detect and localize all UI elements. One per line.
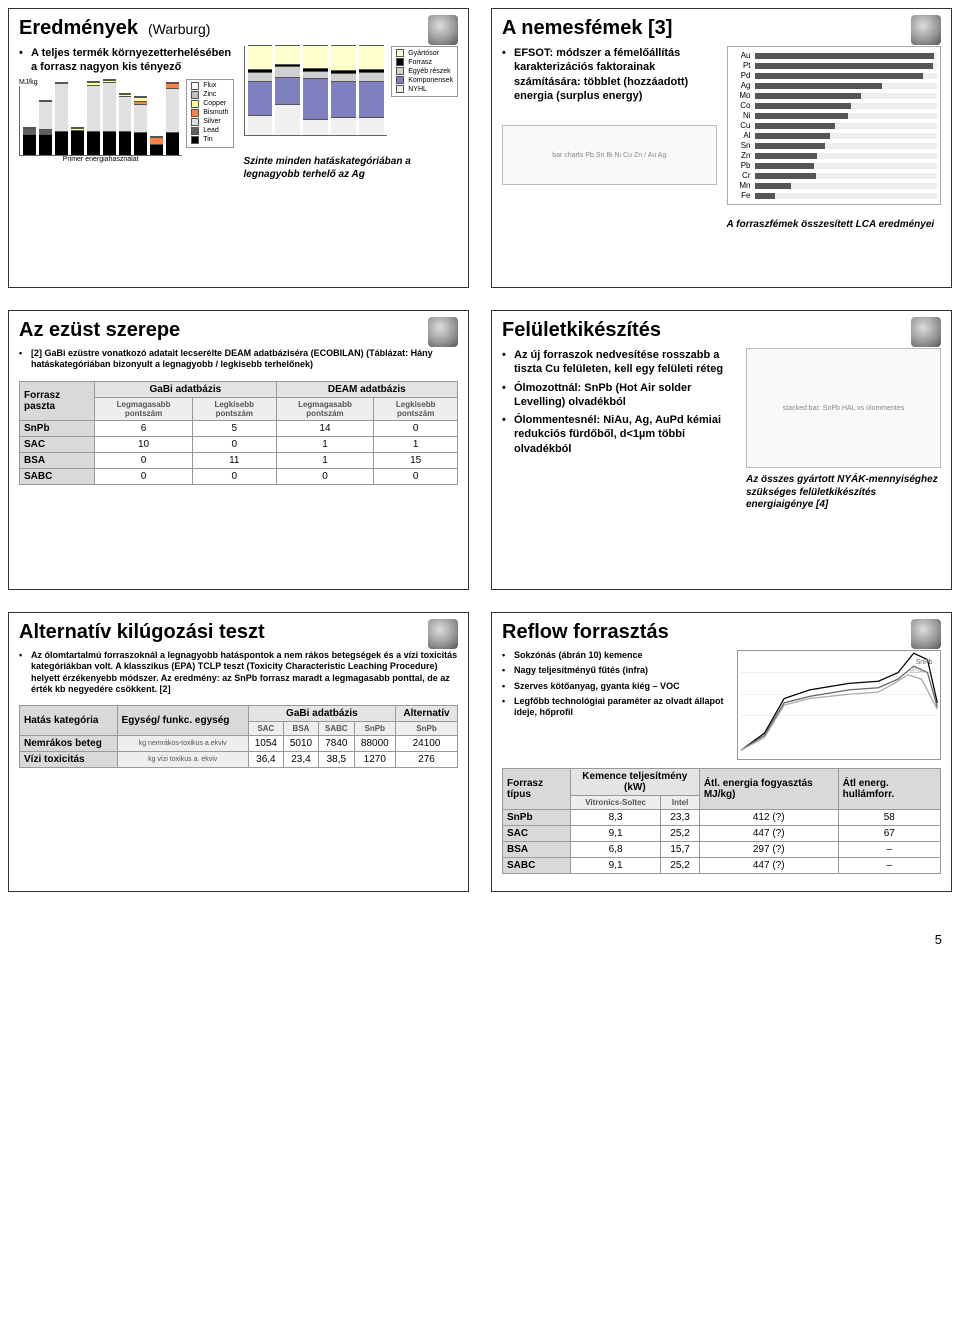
slide4-caption: Az összes gyártott NYÁK-mennyiséghez szü… <box>746 474 941 512</box>
slide-nemesfemek: A nemesfémek [3] EFSOT: módszer a fémelő… <box>491 8 952 288</box>
hbars-chart: AuPtPdAgMoCoNiCuAlSnZnPbCrMnFe <box>727 46 942 205</box>
slide4-chart: stacked bar: SnPb HAL vs ólommentes <box>746 348 941 468</box>
slide1-caption: Szinte minden hatáskategóriában a legnag… <box>244 156 459 181</box>
slide4-bullets: Az új forraszok nedvesítése rosszabb a t… <box>502 348 736 460</box>
left-chart-legend: FluxZincCopperBismuthSilverLeadTin <box>186 79 233 148</box>
slide2-caption: A forraszfémek összesített LCA eredménye… <box>727 219 942 232</box>
left-chart-ylabel: MJ/kg <box>19 79 182 86</box>
slide1-bullet: A teljes termék környezetterhelésében a … <box>19 46 234 75</box>
slide3-bullet: [2] GaBi ezüstre vonatkozó adatait lecse… <box>19 348 458 371</box>
slide6-linechart: SAC SnPb BSA <box>737 650 941 760</box>
slide5-bullet: Az ólomtartalmú forraszoknál a legnagyob… <box>19 650 458 695</box>
slide3-table: Forrasz pasztaGaBi adatbázisDEAM adatbáz… <box>19 381 458 485</box>
left-chart-title: Primer energiahasználat <box>19 156 182 163</box>
globe-icon <box>911 317 941 347</box>
svg-text:BSA: BSA <box>910 668 924 675</box>
left-chart <box>19 86 182 156</box>
slide-ezust: Az ezüst szerepe [2] GaBi ezüstre vonatk… <box>8 310 469 590</box>
slide-eredmenyek: Eredmények (Warburg) A teljes termék kör… <box>8 8 469 288</box>
slide-title: Reflow forrasztás <box>502 621 669 644</box>
slide-reflow: Reflow forrasztás Sokzónás (ábrán 10) ke… <box>491 612 952 892</box>
globe-icon <box>428 15 458 45</box>
globe-icon <box>911 619 941 649</box>
lca-trio-charts: bar charts Pb Sn Bi Ni Cu Zn / Au Ag <box>502 125 717 185</box>
slide-kilugozas: Alternatív kilúgozási teszt Az ólomtarta… <box>8 612 469 892</box>
slide-subtitle: (Warburg) <box>148 21 211 37</box>
globe-icon <box>428 317 458 347</box>
globe-icon <box>428 619 458 649</box>
slide2-bullet: EFSOT: módszer a fémelőállítás karakteri… <box>502 46 717 103</box>
svg-text:SnPb: SnPb <box>915 659 932 666</box>
slide-title: Az ezüst szerepe <box>19 319 180 342</box>
slide-feluletkikeszites: Felületkikészítés Az új forraszok nedves… <box>491 310 952 590</box>
right-chart-legend: GyártósorForraszEgyéb részekKomponensekN… <box>391 46 458 97</box>
slide-title: Felületkikészítés <box>502 319 661 342</box>
slide5-table: Hatás kategóriaEgység/ funkc. egységGaBi… <box>19 705 458 768</box>
svg-text:SAC: SAC <box>915 651 929 653</box>
slide6-bullets: Sokzónás (ábrán 10) kemenceNagy teljesít… <box>502 650 727 722</box>
slide-title: Eredmények <box>19 17 138 40</box>
globe-icon <box>911 15 941 45</box>
right-chart <box>244 46 388 136</box>
slide-title: Alternatív kilúgozási teszt <box>19 621 265 644</box>
slide6-table: Forrasz típusKemence teljesítmény (kW)Át… <box>502 768 941 874</box>
page-number: 5 <box>8 932 952 947</box>
slide-title: A nemesfémek [3] <box>502 17 672 40</box>
